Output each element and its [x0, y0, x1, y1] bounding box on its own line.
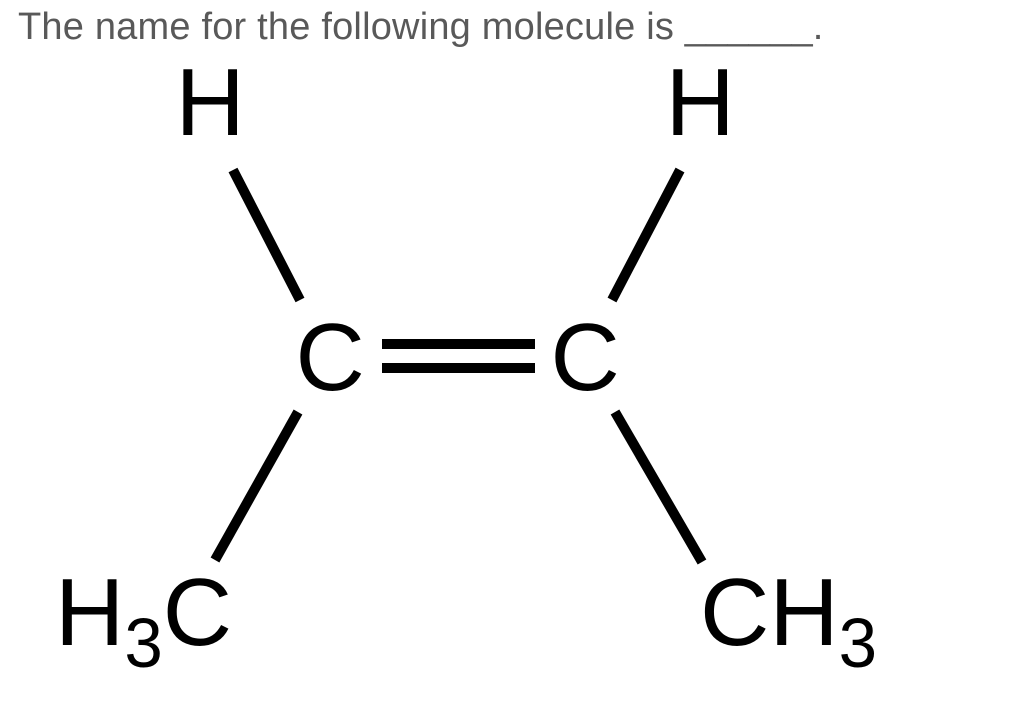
- atom-h_top_right: H: [666, 55, 735, 151]
- atom-ch3_right: CH3: [700, 565, 877, 661]
- atom-c_left: C: [296, 310, 365, 406]
- atom-c_right: C: [551, 310, 620, 406]
- bond-single: [615, 412, 702, 562]
- bond-single: [233, 170, 300, 300]
- atom-ch3_left: H3C: [55, 565, 232, 661]
- bond-single: [215, 412, 298, 560]
- atom-h_top_left: H: [176, 55, 245, 151]
- bond-single: [612, 170, 680, 300]
